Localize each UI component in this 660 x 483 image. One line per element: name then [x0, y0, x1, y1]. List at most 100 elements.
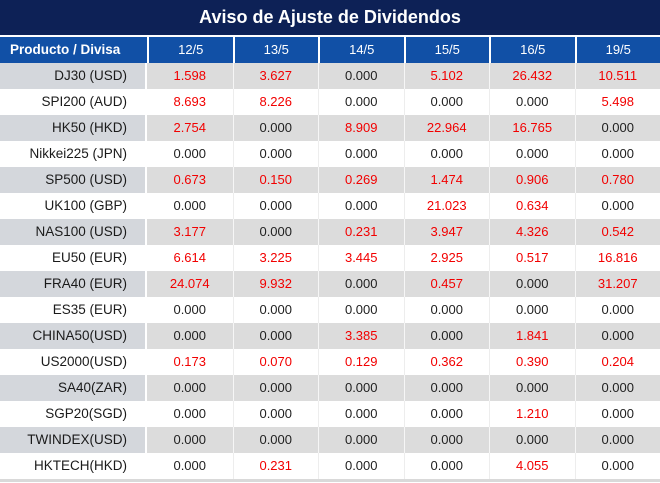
table-row: FRA40 (EUR) 24.074 9.932 0.000 0.457 0.000 31.… [0, 271, 660, 297]
value-cell: 0.204 [574, 349, 660, 375]
value-cell: 0.000 [232, 141, 319, 167]
product-cell: SA40(ZAR) [0, 375, 147, 401]
value-cell: 1.210 [489, 401, 575, 427]
value-cell: 8.226 [232, 89, 319, 115]
column-header-date-2: 13/5 [232, 37, 319, 63]
value-cell: 0.517 [489, 245, 575, 271]
value-cell: 0.000 [574, 193, 660, 219]
value-cell: 0.000 [147, 375, 233, 401]
value-cell: 6.614 [173, 250, 207, 265]
table-body: DJ30 (USD) 1.598 3.627 0.000 5.102 26.432 10.5… [0, 63, 660, 479]
value-cell: 0.780 [574, 167, 660, 193]
value-cell: 0.000 [173, 146, 207, 161]
value-cell: 0.000 [232, 401, 319, 427]
value-cell: 0.000 [403, 89, 490, 115]
value-cell: 0.000 [489, 141, 575, 167]
value-cell: 0.000 [574, 323, 660, 349]
table-row: SP500 (USD) 0.673 0.150 0.269 1.474 0.906 0.78… [0, 167, 660, 193]
value-cell: 3.177 [147, 219, 233, 245]
value-cell: 0.000 [403, 401, 490, 427]
table-row: SGP20(SGD) 0.000 0.000 0.000 0.000 1.210 0.000 [0, 401, 660, 427]
product-cell: FRA40 (EUR) [0, 271, 147, 297]
value-cell: 4.326 [489, 219, 575, 245]
table-row: TWINDEX(USD) 0.000 0.000 0.000 0.000 0.000 0.0… [0, 427, 660, 453]
value-cell: 0.000 [574, 141, 660, 167]
value-cell: 0.000 [147, 323, 233, 349]
value-cell: 0.150 [232, 167, 318, 193]
table-row: CHINA50(USD) 0.000 0.000 3.385 0.000 1.841 0.0… [0, 323, 660, 349]
product-cell: EU50 (EUR) [0, 245, 147, 271]
product-cell: DJ30 (USD) [0, 63, 147, 89]
value-cell: 0.000 [173, 458, 207, 473]
value-cell: 22.964 [403, 115, 489, 141]
value-cell: 0.000 [318, 63, 404, 89]
value-cell: 3.385 [318, 323, 404, 349]
table-header: Producto / Divisa 12/5 13/5 14/5 15/5 16… [0, 37, 660, 63]
value-cell: 16.816 [574, 245, 660, 271]
value-cell: 5.498 [574, 89, 660, 115]
column-header-date-6: 19/5 [574, 37, 660, 63]
value-cell: 0.673 [147, 167, 233, 193]
product-cell: Nikkei225 (JPN) [0, 141, 147, 167]
value-cell: 3.445 [318, 245, 404, 271]
value-cell: 0.000 [489, 297, 575, 323]
product-cell: SP500 (USD) [0, 167, 147, 193]
product-cell: SGP20(SGD) [0, 401, 147, 427]
value-cell: 1.474 [403, 167, 489, 193]
value-cell: 0.000 [489, 375, 575, 401]
value-cell: 0.000 [318, 271, 404, 297]
value-cell: 0.000 [318, 453, 404, 479]
table-row: DJ30 (USD) 1.598 3.627 0.000 5.102 26.432 10.5… [0, 63, 660, 89]
value-cell: 0.000 [232, 323, 318, 349]
value-cell: 0.000 [489, 89, 575, 115]
value-cell: 24.074 [147, 271, 233, 297]
value-cell: 0.000 [173, 198, 207, 213]
value-cell: 3.627 [232, 63, 318, 89]
value-cell: 8.693 [173, 94, 207, 109]
table-row: ES35 (EUR) 0.000 0.000 0.000 0.000 0.000 0.000 [0, 297, 660, 323]
table-row: HKTECH(HKD) 0.000 0.231 0.000 0.000 4.055 0.00… [0, 453, 660, 479]
column-header-date-1: 12/5 [147, 37, 233, 63]
value-cell: 0.906 [489, 167, 575, 193]
product-cell: UK100 (GBP) [0, 193, 147, 219]
product-cell: HKTECH(HKD) [0, 453, 147, 479]
value-cell: 0.173 [173, 354, 207, 369]
value-cell: 0.231 [232, 453, 319, 479]
product-cell: SPI200 (AUD) [0, 89, 147, 115]
product-cell: NAS100 (USD) [0, 219, 147, 245]
table-row: NAS100 (USD) 3.177 0.000 0.231 3.947 4.326 0.5… [0, 219, 660, 245]
table-row: US2000(USD) 0.173 0.070 0.129 0.362 0.390 0.20… [0, 349, 660, 375]
value-cell: 0.000 [403, 323, 489, 349]
value-cell: 3.947 [403, 219, 489, 245]
column-header-date-4: 15/5 [403, 37, 490, 63]
value-cell: 0.000 [574, 115, 660, 141]
product-cell: ES35 (EUR) [0, 297, 147, 323]
column-header-product: Producto / Divisa [10, 42, 121, 57]
value-cell: 0.000 [574, 375, 660, 401]
value-cell: 0.000 [232, 115, 318, 141]
value-cell: 0.000 [232, 375, 318, 401]
value-cell: 0.000 [318, 401, 404, 427]
value-cell: 0.070 [232, 349, 319, 375]
value-cell: 0.000 [318, 427, 404, 453]
table-row: UK100 (GBP) 0.000 0.000 0.000 21.023 0.634 0.0… [0, 193, 660, 219]
value-cell: 1.841 [489, 323, 575, 349]
value-cell: 0.000 [574, 401, 660, 427]
page-title: Aviso de Ajuste de Dividendos [0, 0, 660, 35]
product-cell: HK50 (HKD) [0, 115, 147, 141]
value-cell: 10.511 [574, 63, 660, 89]
product-cell: TWINDEX(USD) [0, 427, 147, 453]
column-header-date-5: 16/5 [489, 37, 575, 63]
value-cell: 26.432 [489, 63, 575, 89]
value-cell: 5.102 [403, 63, 489, 89]
value-cell: 4.055 [489, 453, 575, 479]
value-cell: 0.000 [574, 427, 660, 453]
product-cell: US2000(USD) [0, 349, 147, 375]
value-cell: 0.000 [318, 375, 404, 401]
value-cell: 1.598 [147, 63, 233, 89]
value-cell: 0.000 [489, 271, 575, 297]
value-cell: 0.362 [403, 349, 490, 375]
value-cell: 0.000 [403, 297, 490, 323]
value-cell: 0.129 [318, 349, 404, 375]
